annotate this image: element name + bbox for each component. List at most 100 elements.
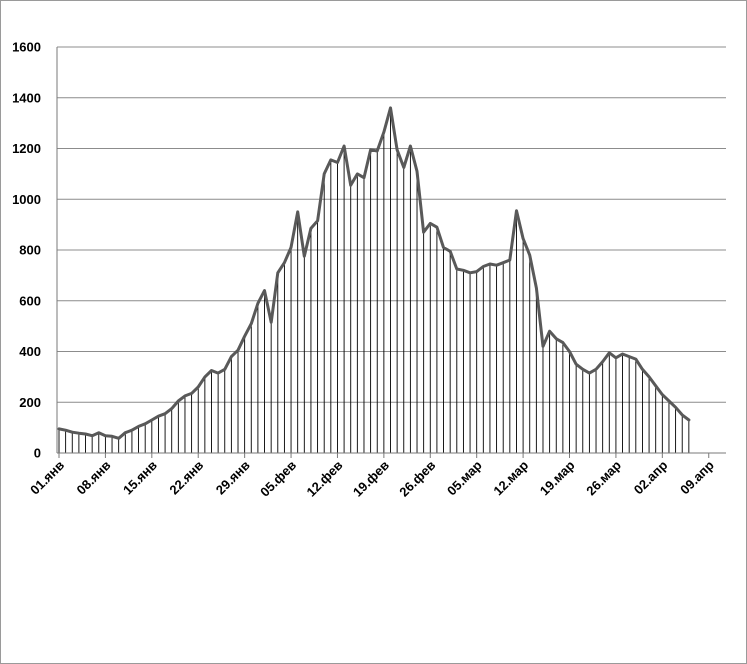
data-point [628, 355, 630, 358]
data-point [157, 415, 160, 417]
data-point [482, 265, 484, 268]
x-tick-label: 05.мар [444, 457, 485, 498]
data-point [674, 406, 677, 408]
drop-lines [58, 107, 690, 453]
gridlines [57, 46, 726, 403]
x-tick-label: 19.фев [350, 458, 392, 500]
data-point [350, 184, 352, 186]
x-tick-label: 01.янв [27, 458, 67, 498]
data-point [621, 353, 624, 355]
y-tick-label: 1400 [12, 90, 41, 105]
data-point [144, 423, 146, 425]
x-tick-label: 12.мар [490, 457, 531, 498]
data-point [655, 385, 657, 387]
data-point [522, 237, 524, 240]
data-point [535, 287, 537, 289]
data-point [608, 352, 610, 354]
data-point [363, 177, 365, 179]
data-point [244, 335, 246, 337]
data-point [237, 349, 239, 351]
data-point [250, 322, 252, 325]
data-point [58, 428, 60, 430]
data-point [297, 211, 299, 213]
data-point [84, 433, 87, 435]
data-point [681, 414, 683, 416]
data-point [111, 435, 113, 437]
x-tick-label: 26.мар [583, 457, 624, 498]
data-point [177, 400, 179, 402]
x-tick-label: 09.апр [677, 457, 717, 497]
y-tick-label: 1200 [12, 141, 41, 156]
data-point [582, 368, 584, 370]
y-tick-label: 200 [19, 395, 41, 410]
data-point [118, 437, 120, 439]
data-point [389, 107, 392, 109]
data-point [502, 262, 504, 264]
data-point [230, 355, 232, 358]
data-point [310, 227, 312, 230]
data-point [336, 161, 339, 164]
data-point [661, 394, 663, 396]
data-point [217, 372, 219, 374]
y-tick-label: 400 [19, 344, 41, 359]
data-point [257, 302, 259, 304]
data-point [164, 413, 166, 415]
data-point [330, 159, 332, 161]
data-point [449, 250, 451, 252]
series-line [57, 106, 691, 440]
data-point [688, 419, 690, 421]
data-point [263, 290, 266, 292]
data-point [436, 226, 438, 228]
data-point [575, 363, 577, 365]
x-tick-label: 02.апр [631, 457, 671, 497]
data-point [137, 425, 140, 427]
data-point [462, 269, 465, 271]
x-axis-ticks: 01.янв 08.янв 15.янв 22.янв 29.янв 05.фев 12.ф… [27, 453, 717, 500]
y-tick-label: 1000 [12, 192, 41, 207]
x-tick-label: 15.янв [120, 458, 160, 498]
series-layer [57, 106, 691, 440]
data-point [316, 220, 319, 222]
y-tick-label: 1600 [12, 40, 41, 55]
y-axis-ticks: 0 200 400 600 800 1000 1200 1400 1600 [12, 40, 41, 461]
data-point [124, 432, 126, 434]
data-point [210, 369, 213, 372]
data-point [648, 376, 650, 378]
data-point [78, 432, 80, 434]
data-point [509, 259, 511, 261]
data-point [469, 272, 471, 274]
data-point [283, 262, 286, 264]
data-point [383, 131, 385, 133]
data-point [65, 429, 67, 431]
data-point [442, 246, 445, 249]
data-point [668, 400, 670, 402]
data-point [495, 264, 498, 266]
data-point [91, 435, 93, 437]
data-point [529, 254, 531, 256]
data-point [635, 358, 637, 360]
data-point [595, 368, 597, 370]
data-point [191, 392, 193, 394]
data-point [131, 429, 133, 431]
data-point [423, 231, 425, 233]
data-point [476, 270, 478, 273]
data-point [323, 173, 325, 175]
data-point [403, 166, 405, 169]
data-point [224, 368, 226, 370]
data-point [515, 210, 518, 212]
data-point [197, 386, 199, 388]
data-point [615, 357, 617, 359]
data-point [549, 330, 551, 332]
data-point [602, 361, 604, 363]
data-point [184, 395, 186, 397]
data-point [104, 435, 107, 437]
data-point [98, 432, 100, 434]
data-point [555, 338, 557, 340]
data-point [489, 263, 491, 265]
y-tick-label: 800 [19, 243, 41, 258]
data-point [356, 173, 358, 175]
data-point [409, 145, 411, 147]
data-point [568, 350, 571, 353]
